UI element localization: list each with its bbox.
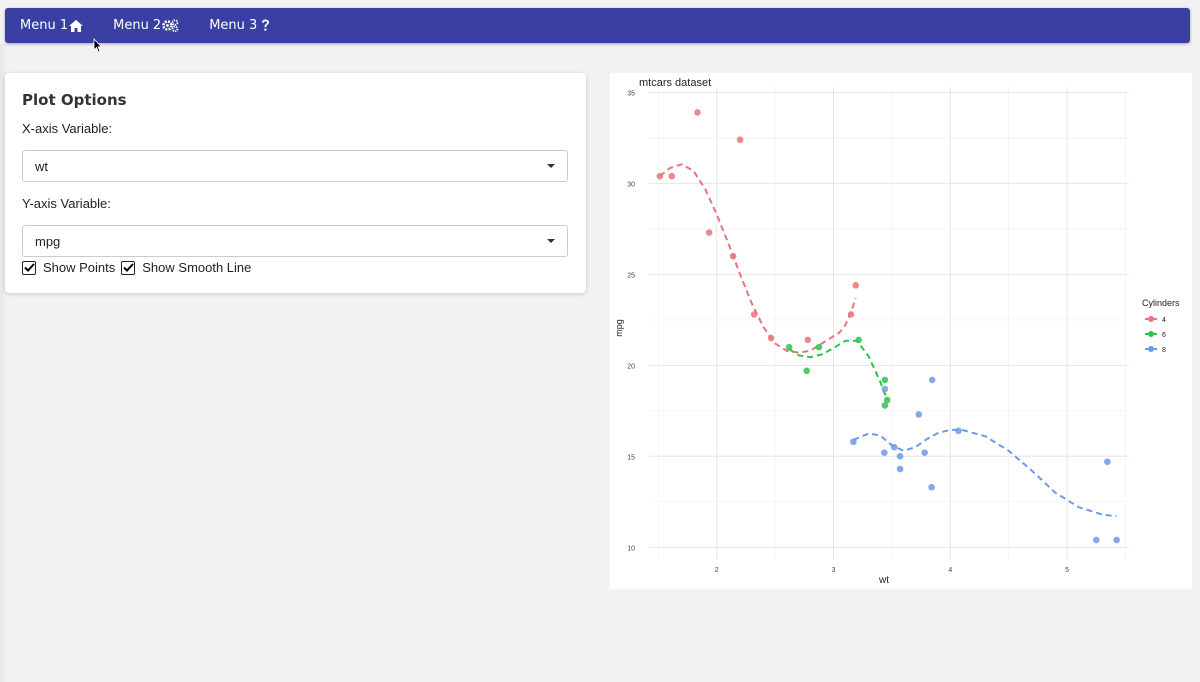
nav-menu-3-label: Menu 3 [209,18,258,33]
checkmark-icon[interactable] [121,260,136,275]
plot-options-panel: Plot Options X-axis Variable: wt Y-axis … [5,73,586,293]
panel-title: Plot Options [22,91,127,109]
data-point-4 [668,172,676,180]
data-point-6 [883,396,891,404]
chart-title: mtcars dataset [639,77,711,89]
data-point-8 [896,465,904,473]
legend-label: 6 [1162,332,1166,339]
legend-key-point [1148,316,1154,322]
data-point-4 [656,172,664,180]
caret-down-icon [547,164,555,168]
data-point-8 [890,443,898,451]
x-tick-label: 4 [948,567,952,574]
data-point-8 [881,385,889,393]
y-axis-select[interactable]: mpg [22,225,568,257]
caret-down-icon [547,239,555,243]
scatter-chart: 2 3 4 5 10 15 20 25 30 35 mtcars dataset wt mpg C… [614,77,1180,586]
data-point-8 [881,449,888,456]
x-tick-label: 5 [1065,567,1069,574]
x-axis-label: X-axis Variable: [22,121,113,136]
navbar: Menu 1 Menu 2 Menu 3 [5,8,1190,43]
data-point-8 [1104,458,1111,466]
x-axis-title: wt [878,575,889,586]
data-point-8 [921,449,928,456]
data-point-4 [852,281,860,289]
data-point-8 [1113,536,1120,544]
chart-legend: Cylinders 4 6 8 [1142,298,1180,354]
chart-grid [649,87,1129,560]
data-point-6 [785,343,793,351]
checkmark-icon[interactable] [22,260,36,275]
y-axis-label: Y-axis Variable: [22,196,111,211]
legend-key-point [1148,331,1154,337]
smooth-line-8 [853,428,1117,518]
x-tick-label: 2 [715,567,719,574]
y-tick-label: 10 [627,545,635,552]
show-smooth-label: Show Smooth Line [142,260,252,275]
page-edge-shadow [0,44,8,682]
nav-menu-1-label: Menu 1 [20,18,69,33]
x-tick-label: 3 [832,567,836,574]
legend-title: Cylinders [1142,298,1180,308]
data-point-4 [847,311,855,318]
legend-label: 4 [1162,317,1166,324]
nav-menu-1[interactable]: Menu 1 [20,18,84,33]
nav-menu-2[interactable]: Menu 2 [113,18,179,33]
data-point-8 [955,427,962,435]
question-icon [261,19,270,32]
data-point-8 [915,411,923,418]
data-point-8 [1092,536,1100,544]
nav-menu-2-label: Menu 2 [113,18,162,33]
legend-key-point [1148,346,1154,352]
home-icon [69,19,84,32]
y-tick-label: 25 [627,272,635,279]
data-point-6 [881,402,889,409]
chart-ticks: 2 3 4 5 10 15 20 25 30 35 [627,90,1069,574]
y-tick-label: 20 [627,363,635,370]
show-points-label: Show Points [43,260,116,275]
data-point-4 [767,334,775,342]
data-point-6 [815,343,823,351]
plot-area: 2 3 4 5 10 15 20 25 30 35 mtcars dataset wt mpg C… [610,73,1192,589]
chart-smooth-lines [659,163,1117,518]
data-point-8 [896,453,904,460]
data-point-6 [855,336,862,344]
x-axis-select[interactable]: wt [22,150,568,182]
checkbox-group: Show Points Show Smooth Line [22,260,569,275]
y-tick-label: 30 [627,181,635,188]
y-tick-label: 35 [627,90,635,97]
smooth-line-6 [788,339,889,401]
x-axis-select-value: wt [35,158,48,174]
gears-icon [162,19,179,32]
y-tick-label: 15 [627,454,635,461]
data-point-6 [881,376,889,384]
data-point-8 [928,376,936,384]
show-points-checkbox[interactable]: Show Points [22,260,115,275]
data-point-4 [729,252,737,260]
y-axis-title: mpg [614,319,624,337]
data-point-4 [750,311,758,318]
legend-label: 8 [1162,347,1166,354]
data-point-4 [804,336,812,344]
chart-points [656,109,1120,544]
nav-menu-3[interactable]: Menu 3 [209,18,270,33]
data-point-4 [736,136,744,144]
y-axis-select-value: mpg [35,233,61,249]
mouse-cursor-icon [93,38,103,58]
data-point-4 [694,109,701,116]
data-point-4 [705,229,713,236]
data-point-6 [803,367,810,375]
show-smooth-checkbox[interactable]: Show Smooth Line [121,260,251,275]
smooth-line-4 [659,163,857,354]
data-point-8 [928,483,935,491]
data-point-8 [850,438,857,446]
